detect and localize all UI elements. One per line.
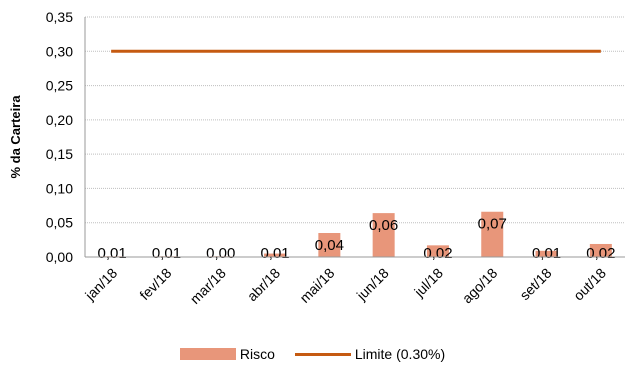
- legend-label-risco: Risco: [239, 346, 275, 362]
- bar-risco: [481, 211, 504, 257]
- data-label-risco: 0,01: [532, 245, 561, 262]
- data-label-risco: 0,04: [315, 237, 344, 254]
- y-tick-label: 0,25: [46, 78, 73, 94]
- bar-risco: [372, 213, 395, 257]
- data-label-risco: 0,02: [423, 245, 452, 262]
- x-tick-label: mar/18: [187, 265, 229, 307]
- x-tick-label: mai/18: [296, 265, 337, 306]
- x-axis-ticks: jan/18 fev/18 mar/18 abr/18 mai/18 jun/18 jul/…: [81, 265, 609, 307]
- data-label-risco: 0,07: [478, 216, 507, 233]
- x-tick-label: set/18: [516, 265, 554, 303]
- x-tick-label: out/18: [570, 265, 609, 304]
- y-tick-label: 0,00: [46, 249, 73, 265]
- bar-risco: [589, 243, 612, 257]
- data-label-risco: 0,01: [260, 245, 289, 262]
- y-tick-label: 0,05: [46, 215, 73, 231]
- y-tick-label: 0,20: [46, 112, 73, 128]
- x-tick-label: ago/18: [459, 265, 501, 307]
- legend-label-limite: Limite (0.30%): [354, 346, 446, 362]
- y-tick-label: 0,15: [46, 146, 73, 162]
- chart: 0,00 0,05 0,10 0,15 0,20 0,25 0,30 0,35 % da Ca…: [8, 9, 625, 307]
- legend-swatch-risco: [179, 348, 236, 360]
- bar-risco: [426, 245, 449, 257]
- legend-item-limite: Limite (0.30%): [294, 346, 446, 362]
- bar-risco: [264, 253, 287, 257]
- x-tick-label: fev/18: [136, 265, 174, 303]
- y-axis-label: % da Carteira: [8, 95, 23, 179]
- y-tick-label: 0,30: [46, 43, 73, 59]
- x-tick-label: jul/18: [410, 265, 446, 301]
- data-label-risco: 0,01: [98, 245, 127, 262]
- x-tick-label: jan/18: [81, 265, 120, 304]
- x-tick-label: jun/18: [353, 265, 392, 304]
- y-axis-ticks: 0,00 0,05 0,10 0,15 0,20 0,25 0,30 0,35: [46, 9, 73, 265]
- gridlines: [85, 16, 625, 224]
- data-label-risco: 0,02: [586, 245, 615, 262]
- y-tick-label: 0,10: [46, 180, 73, 196]
- legend-item-risco: Risco: [179, 346, 275, 362]
- legend-swatch-limite: [294, 352, 351, 356]
- legend: Risco Limite (0.30%): [0, 344, 625, 364]
- data-label-risco: 0,00: [206, 245, 235, 262]
- data-labels: 0,01 0,01 0,00 0,01 0,04 0,06 0,02 0,07 0,01 0,02: [98, 216, 616, 262]
- data-label-risco: 0,06: [369, 217, 398, 234]
- bar-risco: [318, 233, 341, 257]
- data-label-risco: 0,01: [152, 245, 181, 262]
- y-tick-label: 0,35: [46, 9, 73, 25]
- x-tick-label: abr/18: [244, 265, 284, 305]
- bar-risco: [535, 250, 558, 257]
